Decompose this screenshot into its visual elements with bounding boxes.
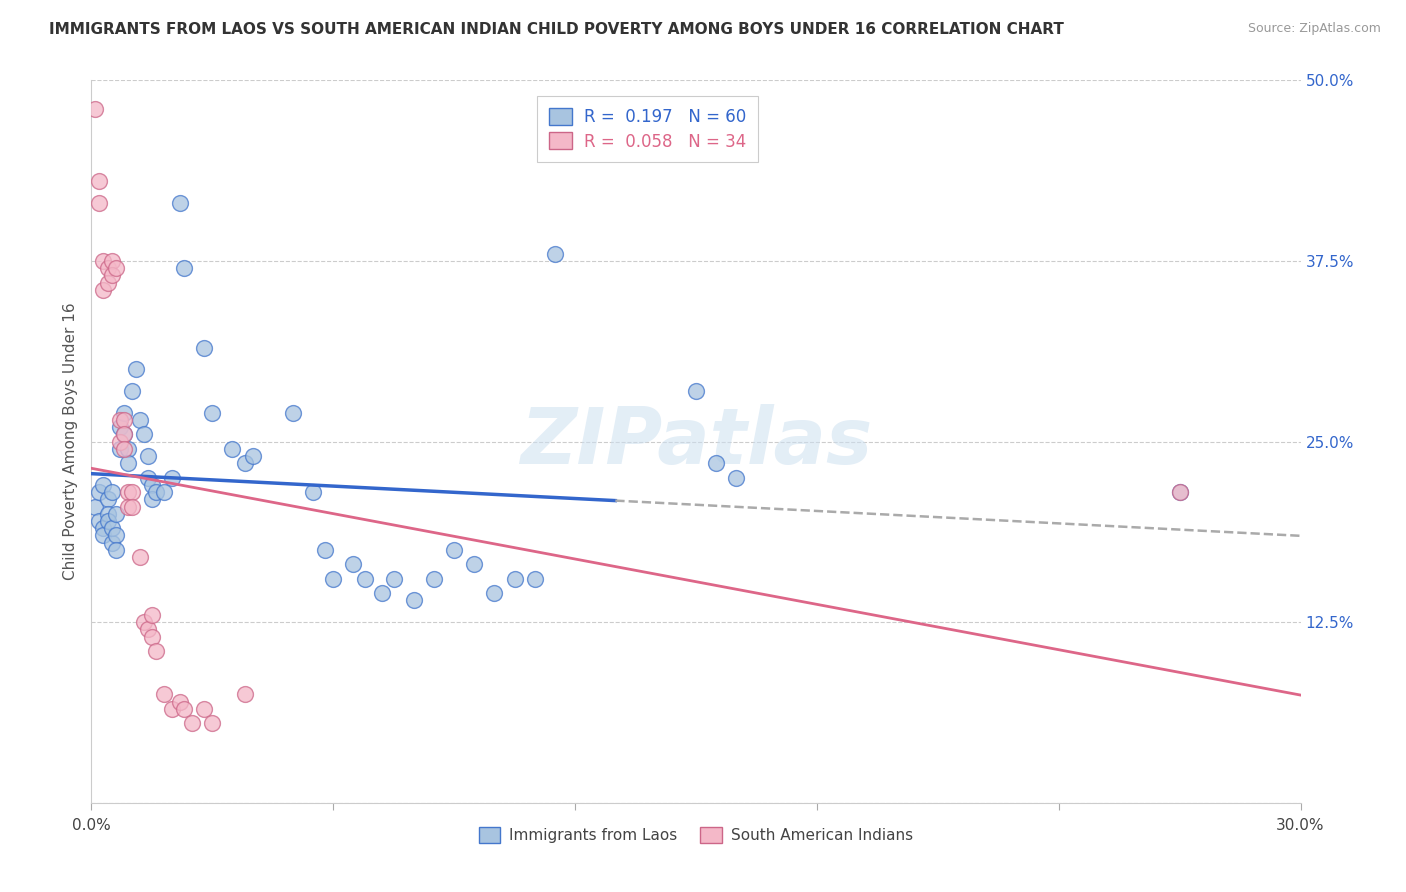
Point <box>141 607 163 622</box>
Point <box>503 572 526 586</box>
Text: IMMIGRANTS FROM LAOS VS SOUTH AMERICAN INDIAN CHILD POVERTY AMONG BOYS UNDER 16 : IMMIGRANTS FROM LAOS VS SOUTH AMERICAN I… <box>49 22 1064 37</box>
Point <box>221 442 243 456</box>
Point <box>160 470 183 484</box>
Point <box>89 514 111 528</box>
Point <box>141 478 163 492</box>
Point <box>302 485 325 500</box>
Point <box>100 485 122 500</box>
Point <box>342 558 364 572</box>
Point <box>128 550 150 565</box>
Point <box>93 478 115 492</box>
Point <box>117 485 139 500</box>
Point <box>104 542 127 557</box>
Point <box>84 500 107 514</box>
Point <box>242 449 264 463</box>
Point <box>201 716 224 731</box>
Point <box>121 485 143 500</box>
Point <box>136 623 159 637</box>
Point <box>112 406 135 420</box>
Point <box>169 695 191 709</box>
Y-axis label: Child Poverty Among Boys Under 16: Child Poverty Among Boys Under 16 <box>63 302 79 581</box>
Legend: Immigrants from Laos, South American Indians: Immigrants from Laos, South American Ind… <box>472 822 920 849</box>
Point <box>725 470 748 484</box>
Point <box>89 485 111 500</box>
Point <box>117 500 139 514</box>
Point <box>100 268 122 283</box>
Point <box>370 586 392 600</box>
Point <box>484 586 506 600</box>
Point <box>104 528 127 542</box>
Point <box>544 246 567 260</box>
Point <box>193 702 215 716</box>
Point <box>169 196 191 211</box>
Point <box>128 413 150 427</box>
Point <box>108 442 131 456</box>
Point <box>108 413 131 427</box>
Point <box>233 456 256 470</box>
Text: Source: ZipAtlas.com: Source: ZipAtlas.com <box>1247 22 1381 36</box>
Point <box>112 413 135 427</box>
Point <box>281 406 304 420</box>
Point <box>100 521 122 535</box>
Point <box>141 630 163 644</box>
Point <box>354 572 377 586</box>
Point <box>314 542 336 557</box>
Point <box>382 572 405 586</box>
Point <box>233 687 256 701</box>
Point <box>181 716 204 731</box>
Point <box>112 427 135 442</box>
Point <box>93 528 115 542</box>
Point <box>423 572 446 586</box>
Point <box>173 261 195 276</box>
Point <box>96 507 118 521</box>
Point <box>112 427 135 442</box>
Point <box>93 521 115 535</box>
Point <box>93 283 115 297</box>
Point <box>104 507 127 521</box>
Point <box>84 102 107 116</box>
Point <box>121 384 143 398</box>
Point <box>443 542 465 557</box>
Point <box>108 434 131 449</box>
Point <box>1168 485 1191 500</box>
Text: ZIPatlas: ZIPatlas <box>520 403 872 480</box>
Point <box>153 687 176 701</box>
Point <box>125 362 148 376</box>
Point <box>132 615 155 630</box>
Point <box>132 427 155 442</box>
Point <box>89 174 111 188</box>
Point <box>96 276 118 290</box>
Point <box>136 470 159 484</box>
Point <box>402 593 425 607</box>
Point <box>89 196 111 211</box>
Point <box>704 456 727 470</box>
Point <box>117 442 139 456</box>
Point <box>96 261 118 276</box>
Point <box>112 442 135 456</box>
Point <box>136 449 159 463</box>
Point <box>145 485 167 500</box>
Point <box>201 406 224 420</box>
Point <box>145 644 167 658</box>
Point <box>685 384 707 398</box>
Point <box>104 261 127 276</box>
Point <box>93 253 115 268</box>
Point <box>153 485 176 500</box>
Point <box>100 535 122 549</box>
Point <box>193 341 215 355</box>
Point <box>1168 485 1191 500</box>
Point <box>173 702 195 716</box>
Point <box>100 253 122 268</box>
Point <box>160 702 183 716</box>
Point <box>96 514 118 528</box>
Point <box>121 500 143 514</box>
Point <box>523 572 546 586</box>
Point <box>463 558 485 572</box>
Point <box>108 420 131 434</box>
Point <box>322 572 344 586</box>
Point <box>141 492 163 507</box>
Point <box>117 456 139 470</box>
Point <box>96 492 118 507</box>
